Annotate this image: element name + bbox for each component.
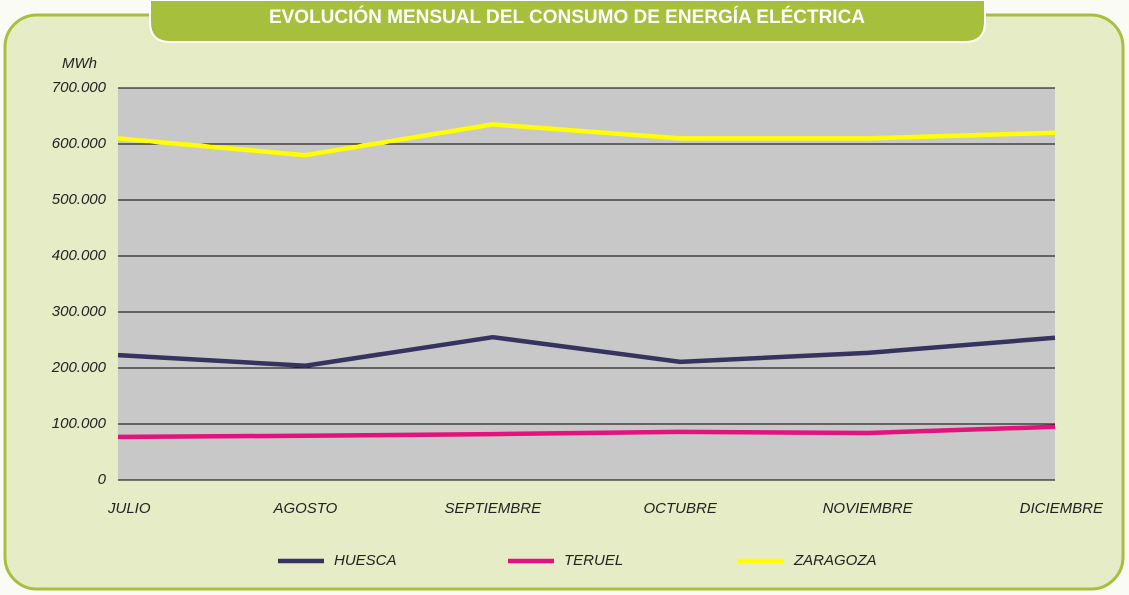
chart-title: EVOLUCIÓN MENSUAL DEL CONSUMO DE ENERGÍA… xyxy=(269,6,865,28)
y-tick-label: 300.000 xyxy=(52,303,107,320)
x-tick-label: AGOSTO xyxy=(272,500,337,517)
series-line xyxy=(117,424,1056,440)
legend-label: ZARAGOZA xyxy=(793,552,877,569)
x-tick-label: DICIEMBRE xyxy=(1020,500,1104,517)
y-axis-label: MWh xyxy=(62,55,97,72)
legend-label: HUESCA xyxy=(334,552,397,569)
y-tick-label: 700.000 xyxy=(52,79,107,96)
x-tick-label: JULIO xyxy=(107,500,151,517)
series-line xyxy=(117,122,1056,158)
y-tick-label: 0 xyxy=(98,471,107,488)
y-tick-label: 600.000 xyxy=(52,135,107,152)
plot-area xyxy=(118,88,1055,480)
x-tick-label: SEPTIEMBRE xyxy=(444,500,542,517)
series-line xyxy=(117,334,1056,369)
y-tick-label: 200.000 xyxy=(51,359,107,376)
x-tick-label: OCTUBRE xyxy=(644,500,718,517)
y-tick-label: 100.000 xyxy=(52,415,107,432)
x-tick-label: NOVIEMBRE xyxy=(823,500,914,517)
y-tick-label: 400.000 xyxy=(52,247,107,264)
legend-label: TERUEL xyxy=(564,552,623,569)
title-tab xyxy=(149,0,986,43)
y-tick-label: 500.000 xyxy=(52,191,107,208)
